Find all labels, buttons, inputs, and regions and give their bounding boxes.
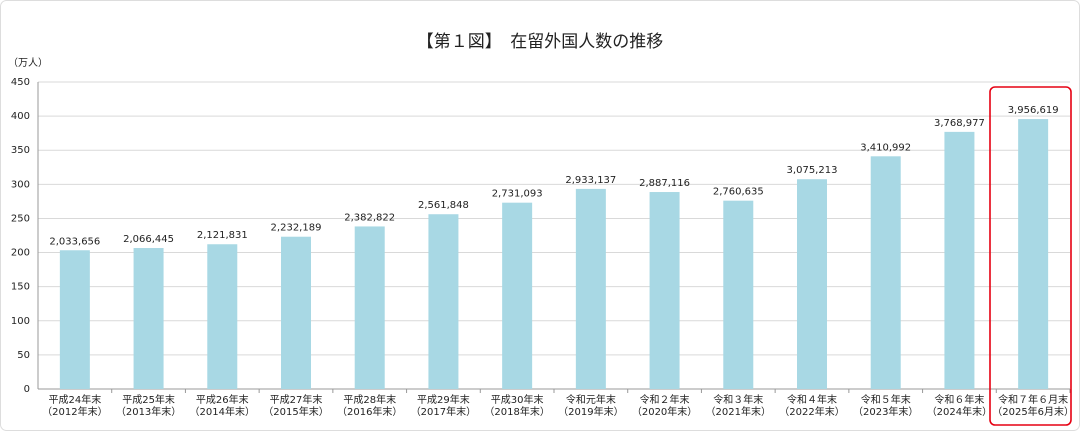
bar [281, 236, 311, 389]
x-tick-label: 平成24年末（2012年末） [42, 393, 107, 418]
x-tick-label: 平成30年末（2018年末） [484, 393, 549, 418]
x-tick-label: 平成25年末（2013年末） [116, 393, 181, 418]
x-tick-label: 平成27年末（2015年末） [263, 393, 328, 418]
y-tick-label: 450 [11, 77, 30, 88]
bar [354, 226, 385, 389]
x-tick-label: 令和２年末（2020年末） [632, 393, 697, 418]
value-label: 3,410,992 [860, 142, 911, 153]
value-label: 2,760,635 [713, 187, 764, 198]
y-tick-label: 50 [17, 350, 30, 361]
value-label: 2,066,445 [123, 234, 174, 245]
value-label: 3,768,977 [934, 118, 985, 129]
bar [133, 248, 164, 389]
x-tick-label: 令和６年末（2024年末） [927, 393, 992, 418]
bar [870, 156, 901, 389]
bar [649, 192, 680, 389]
value-label: 2,232,189 [271, 223, 322, 234]
y-tick-label: 0 [24, 384, 30, 395]
x-tick-label: 平成29年末（2017年末） [411, 393, 476, 418]
value-label: 2,561,848 [418, 200, 469, 211]
bar [797, 179, 827, 389]
x-tick-label: 令和元年末（2019年末） [558, 393, 623, 418]
x-tick-label: 令和５年末（2023年末） [853, 393, 918, 418]
bar [59, 250, 90, 389]
value-label: 2,382,822 [344, 212, 395, 223]
value-label: 2,033,656 [49, 236, 100, 247]
x-tick-label: 令和３年末（2021年末） [706, 393, 771, 418]
bar [944, 131, 975, 389]
value-label: 2,933,137 [565, 175, 616, 186]
y-tick-label: 350 [11, 145, 30, 156]
value-label: 2,887,116 [639, 178, 690, 189]
y-tick-label: 400 [11, 111, 30, 122]
x-tick-label: 平成26年末（2014年末） [190, 393, 255, 418]
y-axis-label: （万人） [8, 57, 48, 69]
x-tick-label: 令和７年６月末（2025年6月末） [992, 393, 1074, 418]
bar [207, 244, 238, 389]
y-tick-label: 150 [11, 282, 30, 293]
bar [723, 200, 754, 389]
y-tick-label: 100 [11, 316, 30, 327]
highlight-box [989, 86, 1072, 426]
bar [428, 214, 459, 389]
y-tick-label: 250 [11, 213, 30, 224]
x-tick-label: 平成28年末（2016年末） [337, 393, 402, 418]
bar [575, 188, 606, 389]
bar [1018, 119, 1049, 390]
value-label: 3,075,213 [787, 165, 838, 176]
value-label: 2,121,831 [197, 230, 248, 241]
bar [502, 202, 533, 389]
value-label: 3,956,619 [1008, 105, 1059, 116]
x-tick-label: 令和４年末（2022年末） [779, 393, 844, 418]
y-tick-label: 300 [11, 179, 30, 190]
chart-title: 【第１図】 在留外国人数の推移 [417, 32, 664, 52]
value-label: 2,731,093 [492, 189, 543, 200]
y-tick-label: 200 [11, 248, 30, 259]
